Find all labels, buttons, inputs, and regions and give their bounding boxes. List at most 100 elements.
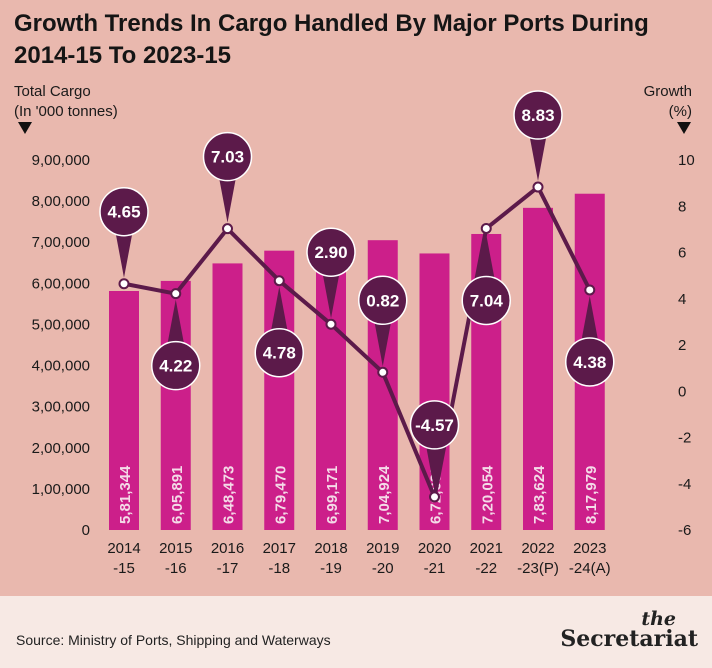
growth-point [273,275,285,287]
source-note: Source: Ministry of Ports, Shipping and … [16,632,331,648]
category-label: -23(P) [517,560,559,577]
right-tick-label: -4 [678,476,691,493]
brand-logo-name: Secretariat [560,626,698,652]
callout-pointer [477,234,496,283]
left-tick-label: 3,00,000 [32,399,90,416]
growth-point [377,366,389,378]
growth-point [532,181,544,193]
category-label: 2022 [521,540,554,557]
callout-bubble [151,340,201,391]
growth-point [222,223,233,235]
category-label: -22 [475,560,497,577]
growth-line [123,185,592,499]
callout-pointer [580,295,599,344]
left-tick-label: 1,00,000 [32,481,90,498]
category-label: 2021 [470,540,503,557]
right-tick-label: 10 [678,152,695,169]
callout-pointer [425,442,444,491]
bar-value-label: 6,99,171 [324,466,341,524]
left-axis-arrow-icon [18,122,32,134]
callout-pointer [270,286,289,335]
bar-value-label: 7,83,624 [531,465,548,524]
callout-bubble [409,400,460,450]
bar-value-label: 6,48,473 [221,466,238,524]
left-tick-label: 4,00,000 [32,358,90,375]
category-label: -20 [372,560,394,577]
footer: Source: Ministry of Ports, Shipping and … [0,596,712,668]
bar-value-label: 7,20,054 [479,465,496,524]
bar-value-label: 6,05,891 [169,466,186,524]
growth-point [480,222,492,234]
combo-chart: Total Cargo (In '000 tonnes) Growth (%) 0 1,0… [14,83,695,577]
bar-value-label: 5,81,344 [117,465,134,524]
right-axis-title: Growth [644,83,692,100]
growth-value-label: -4.57 [415,416,454,435]
bar [109,291,139,530]
bar-value-label: 6,79,470 [272,466,289,524]
right-tick-label: 6 [678,245,686,262]
left-tick-label: 5,00,000 [32,316,90,333]
growth-point [118,278,130,290]
left-tick-label: 7,00,000 [32,234,90,251]
category-label: 2016 [211,540,244,557]
growth-value-label: 4.65 [107,203,140,222]
callout-bubble [513,90,563,140]
right-axis-title: (%) [669,103,692,120]
bar [523,207,553,531]
growth-point [170,288,182,300]
callout-bubble [358,275,408,326]
category-label: -24(A) [569,560,611,577]
growth-value-label: 0.82 [366,291,399,310]
category-label: 2014 [107,540,140,557]
brand-logo-the: the [641,608,676,630]
left-tick-label: 9,00,000 [32,152,90,169]
growth-value-label: 4.22 [159,357,192,376]
bar-value-label: 7,04,924 [376,465,393,524]
left-tick-label: 2,00,000 [32,440,90,457]
growth-point [429,491,440,503]
growth-value-label: 8.83 [521,106,554,125]
growth-point [584,284,596,296]
chart-title: Growth Trends In Cargo Handled By Major … [14,10,649,69]
left-axis-title: Total Cargo [14,83,91,100]
category-label: 2018 [314,540,347,557]
category-label: 2023 [573,540,606,557]
right-tick-label: 2 [678,337,686,354]
right-tick-label: -6 [678,522,691,539]
category-label: -19 [320,560,342,577]
category-label: -16 [165,560,187,577]
left-tick-label: 0 [82,522,90,539]
category-label: -15 [113,560,135,577]
category-label: 2020 [418,540,451,557]
chart-panel: Growth Trends In Cargo Handled By Major … [14,10,695,577]
callout-bubble [254,327,304,378]
left-axis-title: (In '000 tonnes) [14,103,118,120]
right-tick-label: 4 [678,291,686,308]
growth-point [325,318,337,330]
category-label: -21 [424,560,446,577]
category-label: 2017 [263,540,296,557]
right-tick-label: 8 [678,198,686,215]
callout-bubble [306,227,356,277]
callout-pointer [529,133,547,182]
growth-value-label: 7.04 [470,291,504,310]
callout-pointer [373,318,392,367]
callout-bubble [461,275,511,326]
callout-pointer [218,174,237,223]
callout-pointer [166,299,185,348]
right-tick-label: -2 [678,430,691,447]
callout-bubble [99,186,149,237]
growth-value-label: 4.78 [263,344,296,363]
category-label: 2019 [366,540,399,557]
bar [212,263,243,530]
growth-value-label: 2.90 [314,243,347,262]
growth-value-label: 7.03 [211,148,244,167]
callout-pointer [322,270,340,319]
callout-bubble [202,131,253,182]
callout-bubble [565,337,615,387]
left-tick-label: 6,00,000 [32,275,90,292]
category-label: -18 [268,560,290,577]
right-axis-arrow-icon [677,122,691,134]
left-tick-label: 8,00,000 [32,193,90,210]
